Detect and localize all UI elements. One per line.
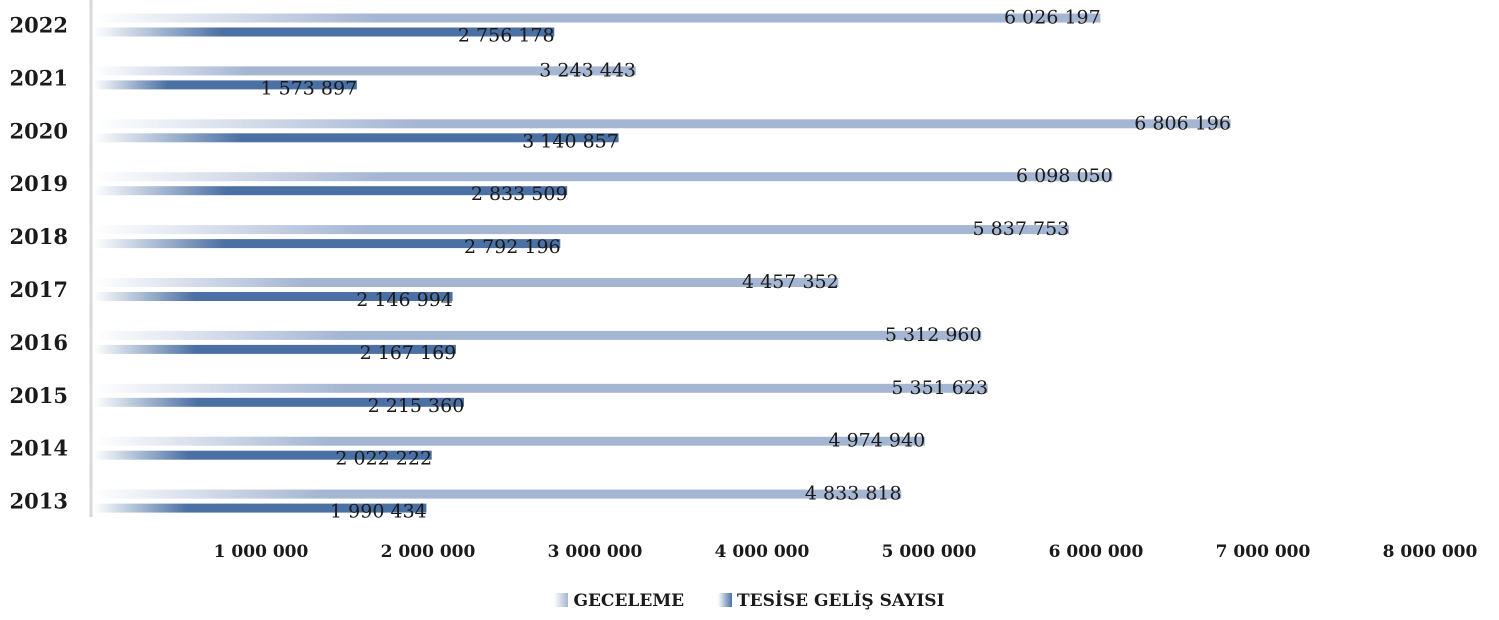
- bar-tesise-gelis: [94, 503, 427, 513]
- data-label: 4 974 940: [828, 430, 925, 452]
- bar-tesise-gelis: [94, 80, 357, 90]
- y-tick-label: 2017: [10, 277, 68, 302]
- y-tick-label: 2018: [10, 224, 68, 249]
- x-tick-label: 6 000 000: [1049, 542, 1144, 562]
- legend-item-tesise-gelis: TESİSE GELİŞ SAYISI: [718, 591, 945, 611]
- legend-swatch-geceleme: [554, 592, 569, 607]
- bar-tesise-gelis: [94, 450, 432, 460]
- legend-item-geceleme: GECELEME: [554, 591, 684, 611]
- data-label: 3 140 857: [522, 130, 619, 152]
- bar-tesise-gelis: [94, 239, 561, 249]
- data-label: 5 312 960: [885, 324, 982, 346]
- data-label: 2 756 178: [458, 25, 555, 47]
- data-label: 2 146 994: [356, 289, 453, 311]
- data-label: 5 837 753: [973, 218, 1070, 240]
- x-tick-label: 1 000 000: [214, 542, 309, 562]
- legend-label-tesise-gelis: TESİSE GELİŞ SAYISI: [737, 590, 945, 611]
- bar-tesise-gelis: [94, 397, 464, 407]
- x-tick-label: 5 000 000: [882, 542, 977, 562]
- data-label: 4 833 818: [805, 483, 902, 505]
- x-tick-label: 4 000 000: [715, 542, 810, 562]
- bar-geceleme: [94, 278, 839, 287]
- data-label: 2 022 222: [335, 448, 432, 470]
- bar-geceleme: [94, 489, 902, 499]
- data-label: 6 026 197: [1004, 7, 1101, 29]
- y-tick-label: 2020: [10, 118, 68, 143]
- y-tick-label: 2022: [10, 13, 68, 38]
- y-tick-label: 2016: [10, 330, 68, 355]
- y-tick-label: 2019: [10, 171, 68, 196]
- bar-geceleme: [94, 119, 1231, 129]
- data-label: 6 098 050: [1016, 165, 1113, 187]
- bar-tesise-gelis: [94, 27, 555, 37]
- data-label: 1 573 897: [260, 77, 357, 99]
- bar-tesise-gelis: [94, 292, 453, 301]
- y-tick-label: 2021: [10, 65, 68, 90]
- chart-legend: GECELEME TESİSE GELİŞ SAYISI: [0, 590, 1499, 611]
- data-label: 2 833 509: [471, 183, 568, 205]
- bar-chart: 2022 6 026 197 2 756 178 2021 3 243 443 1 573…: [10, 0, 1478, 562]
- x-tick-label: 3 000 000: [548, 542, 643, 562]
- x-tick-label: 2 000 000: [381, 542, 476, 562]
- bar-geceleme: [94, 172, 1113, 182]
- y-tick-label: 2013: [10, 489, 68, 514]
- bar-tesise-gelis: [94, 344, 456, 354]
- legend-label-geceleme: GECELEME: [573, 590, 685, 611]
- bar-geceleme: [94, 436, 925, 446]
- data-label: 3 243 443: [539, 59, 636, 81]
- data-label: 4 457 352: [742, 271, 839, 293]
- bar-geceleme: [94, 225, 1069, 235]
- data-label: 5 351 623: [891, 377, 988, 399]
- y-tick-label: 2015: [10, 383, 68, 408]
- bar-geceleme: [94, 330, 982, 340]
- data-label: 6 806 196: [1134, 112, 1231, 134]
- data-label: 2 792 196: [464, 236, 561, 258]
- data-label: 1 990 434: [330, 501, 427, 523]
- data-label: 2 167 169: [360, 342, 457, 364]
- x-tick-label: 8 000 000: [1383, 542, 1478, 562]
- y-tick-label: 2014: [10, 436, 68, 461]
- data-label: 2 215 360: [368, 395, 465, 417]
- bar-geceleme: [94, 383, 988, 393]
- legend-swatch-tesise-gelis: [718, 592, 733, 607]
- bar-tesise-gelis: [94, 186, 568, 196]
- bar-geceleme: [94, 66, 636, 76]
- x-tick-label: 7 000 000: [1216, 542, 1311, 562]
- bar-tesise-gelis: [94, 133, 619, 143]
- bar-geceleme: [94, 13, 1101, 23]
